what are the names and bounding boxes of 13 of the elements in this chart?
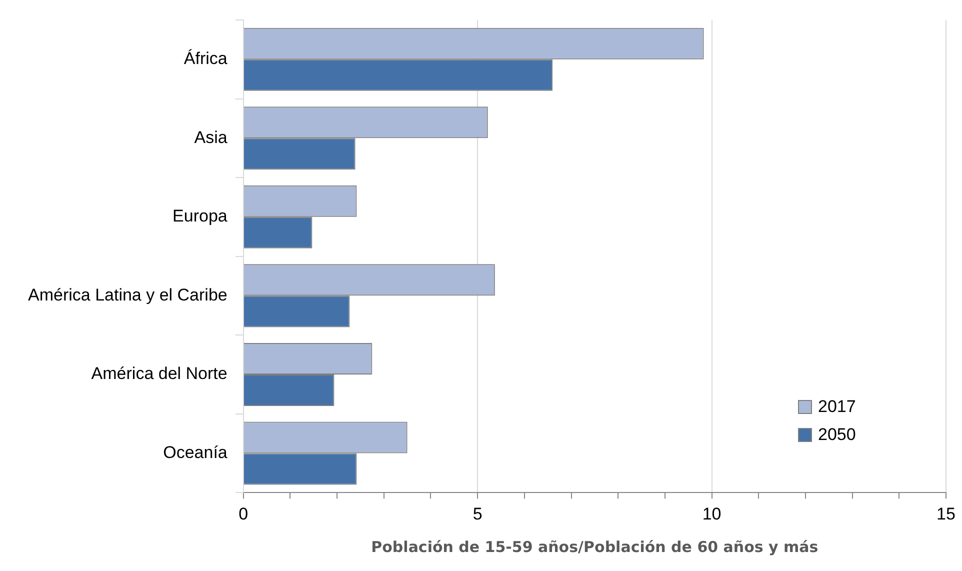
x-axis-title: Población de 15-59 años/Población de 60 años y más bbox=[371, 538, 818, 556]
x-tick-label: 0 bbox=[238, 504, 248, 524]
y-tick-label: Oceanía bbox=[163, 442, 228, 462]
legend-label: 2050 bbox=[818, 424, 856, 445]
x-tick-label: 5 bbox=[472, 504, 482, 524]
y-tick-label: África bbox=[184, 49, 228, 68]
x-tick-label: 10 bbox=[702, 504, 722, 524]
y-tick-label: América Latina y el Caribe bbox=[28, 285, 228, 304]
legend-label: 2017 bbox=[818, 396, 856, 417]
y-tick-label: Asia bbox=[194, 128, 228, 147]
y-tick-label: Europa bbox=[172, 206, 228, 226]
x-tick-label: 15 bbox=[936, 504, 956, 524]
y-tick-label: América del Norte bbox=[91, 364, 228, 384]
